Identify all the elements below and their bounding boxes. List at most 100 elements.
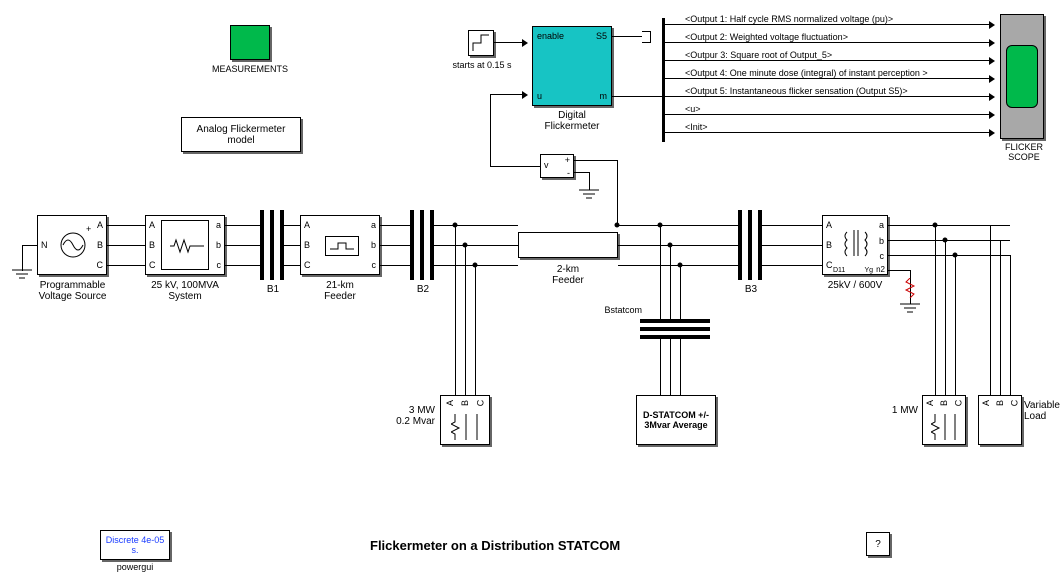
- help-block[interactable]: ?: [866, 532, 890, 556]
- out-lbl-4: <Output 4: One minute dose (integral) of…: [685, 68, 995, 78]
- w-src-A: [107, 225, 145, 226]
- powergui-block[interactable]: Discrete 4e-05 s.: [100, 530, 170, 560]
- df-s5: S5: [596, 31, 607, 41]
- w-b1-f21-B: [284, 245, 300, 246]
- bstatcom-label: Bstatcom: [592, 305, 642, 315]
- bus-b2-2: [420, 210, 424, 280]
- w-f2-b3-A: [618, 225, 738, 226]
- w-bst-B: [670, 245, 671, 319]
- src-B: B: [97, 240, 103, 250]
- out-line-2: [665, 42, 993, 43]
- w-n2-h: [888, 270, 910, 271]
- dstatcom-block[interactable]: D-STATCOM +/- 3Mvar Average: [636, 395, 716, 445]
- w-b1-f21-A: [284, 225, 300, 226]
- vmeas-plus: +: [565, 155, 570, 165]
- varload-block[interactable]: A B C: [978, 395, 1022, 445]
- node-1mw-B: [943, 238, 948, 243]
- out-line-7: [665, 132, 993, 133]
- x-yg: Yg: [864, 267, 873, 274]
- out-lbl-6: <u>: [685, 104, 995, 114]
- flicker-scope-block[interactable]: [1000, 14, 1044, 139]
- bus-b3-2: [748, 210, 752, 280]
- w-src-B: [107, 245, 145, 246]
- w-var-A: [990, 225, 991, 395]
- l3-A: A: [445, 400, 455, 406]
- w-bst-dB: [670, 339, 671, 395]
- f21-B: B: [304, 240, 310, 250]
- voltage-meas-block[interactable]: v + -: [540, 154, 574, 178]
- w-bst-A: [660, 225, 661, 319]
- f21-C: C: [304, 260, 311, 270]
- bus-bst-2: [640, 327, 710, 331]
- l1-B: B: [939, 400, 949, 406]
- out-lbl-3: <Outpur 3: Square root of Output_5>: [685, 50, 995, 60]
- load1mw-block[interactable]: A B C: [922, 395, 966, 445]
- w-sec-B: [888, 240, 1010, 241]
- w-1mw-B: [945, 240, 946, 395]
- w-src-C: [107, 265, 145, 266]
- measurements-label: MEASUREMENTS: [200, 64, 300, 74]
- wire-s5: [612, 36, 642, 37]
- f21-A: A: [304, 220, 310, 230]
- feeder21-block[interactable]: A B C a b c: [300, 215, 380, 275]
- sys-B: B: [149, 240, 155, 250]
- step-block[interactable]: [468, 30, 494, 56]
- w-load3-C: [475, 265, 476, 395]
- w-b3-x-A: [762, 225, 822, 226]
- w-f21-b2-A: [380, 225, 410, 226]
- ground-icon-3: [900, 302, 920, 316]
- source-block[interactable]: N A B C +: [37, 215, 107, 275]
- l3-C: C: [475, 400, 485, 407]
- w-vp-v: [617, 160, 618, 225]
- f21-b: b: [371, 240, 376, 250]
- xfmr-label: 25kV / 600V: [815, 280, 895, 291]
- f21-a: a: [371, 220, 376, 230]
- wire-vmeas-u-2: [490, 94, 491, 166]
- digital-flicker-block[interactable]: enable S5 u m: [532, 26, 612, 106]
- help-text: ?: [875, 539, 881, 550]
- load3mw-label: 3 MW 0.2 Mvar: [385, 405, 435, 427]
- out-lbl-2: <Output 2: Weighted voltage fluctuation>: [685, 32, 995, 42]
- analog-flicker-block[interactable]: Analog Flickermeter model: [181, 117, 301, 152]
- x-a: a: [879, 220, 884, 230]
- vmeas-minus: -: [567, 168, 570, 178]
- w-bst-C: [680, 265, 681, 319]
- bus-b1-1: [260, 210, 264, 280]
- measurements-block[interactable]: [230, 25, 270, 60]
- w-bst-dA: [660, 339, 661, 395]
- sys-b: b: [216, 240, 221, 250]
- load3mw-block[interactable]: A B C: [440, 395, 490, 445]
- out-lbl-7: <Init>: [685, 122, 995, 132]
- dstatcom-text: D-STATCOM +/- 3Mvar Average: [637, 410, 715, 430]
- sys25kv-label: 25 kV, 100MVA System: [140, 280, 230, 302]
- w-vp-h: [574, 160, 617, 161]
- x-d11: D11: [833, 267, 845, 274]
- src-A: A: [97, 220, 103, 230]
- bus-b2-1: [410, 210, 414, 280]
- w-b2-f2-B: [434, 245, 518, 246]
- bus-b1-2: [270, 210, 274, 280]
- b3-label: B3: [738, 284, 764, 295]
- sys-a: a: [216, 220, 221, 230]
- src-gnd-h: [22, 245, 37, 246]
- sys25kv-block[interactable]: A B C a b c: [145, 215, 225, 275]
- x-n2: n2: [876, 265, 885, 274]
- wire-m-demux: [612, 96, 662, 97]
- feeder2-block[interactable]: [518, 232, 618, 258]
- out-line-6: [665, 114, 993, 115]
- wire-vmeas-u-1: [490, 166, 540, 167]
- w-f2-b3-B: [618, 245, 738, 246]
- node-bst-A: [658, 223, 663, 228]
- wire-vmeas-u-3: [490, 94, 526, 95]
- xfmr-block[interactable]: A B C a b c n2 D11 Yg: [822, 215, 888, 275]
- bus-bst-1: [640, 319, 710, 323]
- rc-icon: [904, 278, 916, 298]
- node-l3-A: [453, 223, 458, 228]
- w-load3-A: [455, 225, 456, 395]
- l3-B: B: [460, 400, 470, 406]
- node-l3-B: [463, 243, 468, 248]
- x-A: A: [826, 220, 832, 230]
- diagram-title: Flickermeter on a Distribution STATCOM: [370, 538, 620, 553]
- sys-c: c: [217, 260, 222, 270]
- w-b3-x-B: [762, 245, 822, 246]
